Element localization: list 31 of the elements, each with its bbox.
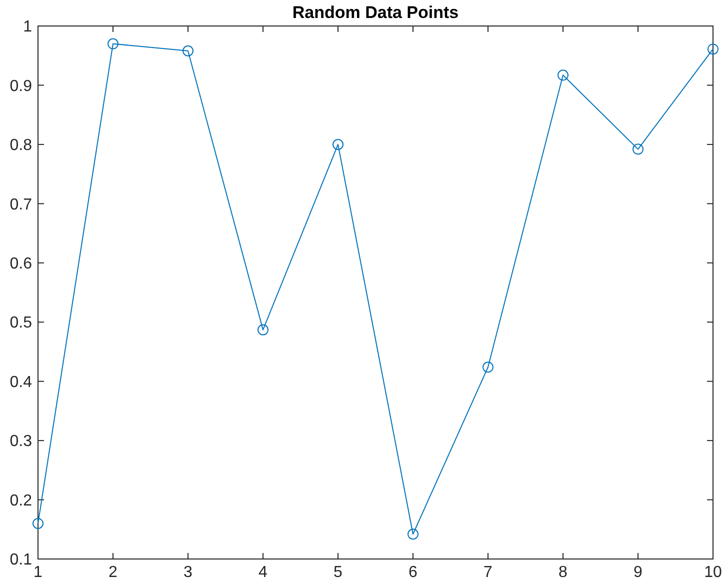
y-tick-label: 0.4	[10, 374, 32, 391]
y-tick-label: 0.3	[10, 433, 32, 450]
point	[408, 528, 418, 540]
x-tick-label: 10	[704, 564, 722, 581]
chart-title: Random Data Points	[292, 3, 459, 22]
point	[558, 70, 568, 81]
x-tick-label: 4	[258, 564, 268, 581]
point	[108, 38, 118, 50]
point	[632, 144, 644, 155]
x-tick-label: 6	[408, 564, 418, 581]
point	[482, 362, 494, 373]
point	[708, 44, 718, 55]
x-tick-label: 1	[34, 564, 43, 581]
x-tick-label: 2	[108, 564, 118, 581]
y-tick-label: 0.7	[10, 196, 32, 214]
x-tick-label: 3	[184, 564, 193, 581]
y-tick-label: 0.1	[10, 552, 32, 569]
x-tick-label: 5	[334, 564, 343, 581]
y-tick-label: 1	[23, 18, 32, 36]
point	[258, 324, 268, 336]
point	[182, 45, 194, 56]
point	[32, 518, 44, 529]
y-tick-label: 0.2	[10, 492, 32, 510]
y-tick-label: 0.6	[10, 255, 32, 272]
y-tick-label: 0.8	[10, 137, 32, 154]
y-tick-label: 0.5	[10, 314, 32, 332]
y-tick-label: 0.9	[10, 78, 32, 95]
x-tick-label: 7	[484, 564, 493, 581]
point	[332, 138, 344, 150]
x-tick-label: 8	[558, 564, 568, 581]
x-tick-label: 9	[634, 564, 643, 581]
